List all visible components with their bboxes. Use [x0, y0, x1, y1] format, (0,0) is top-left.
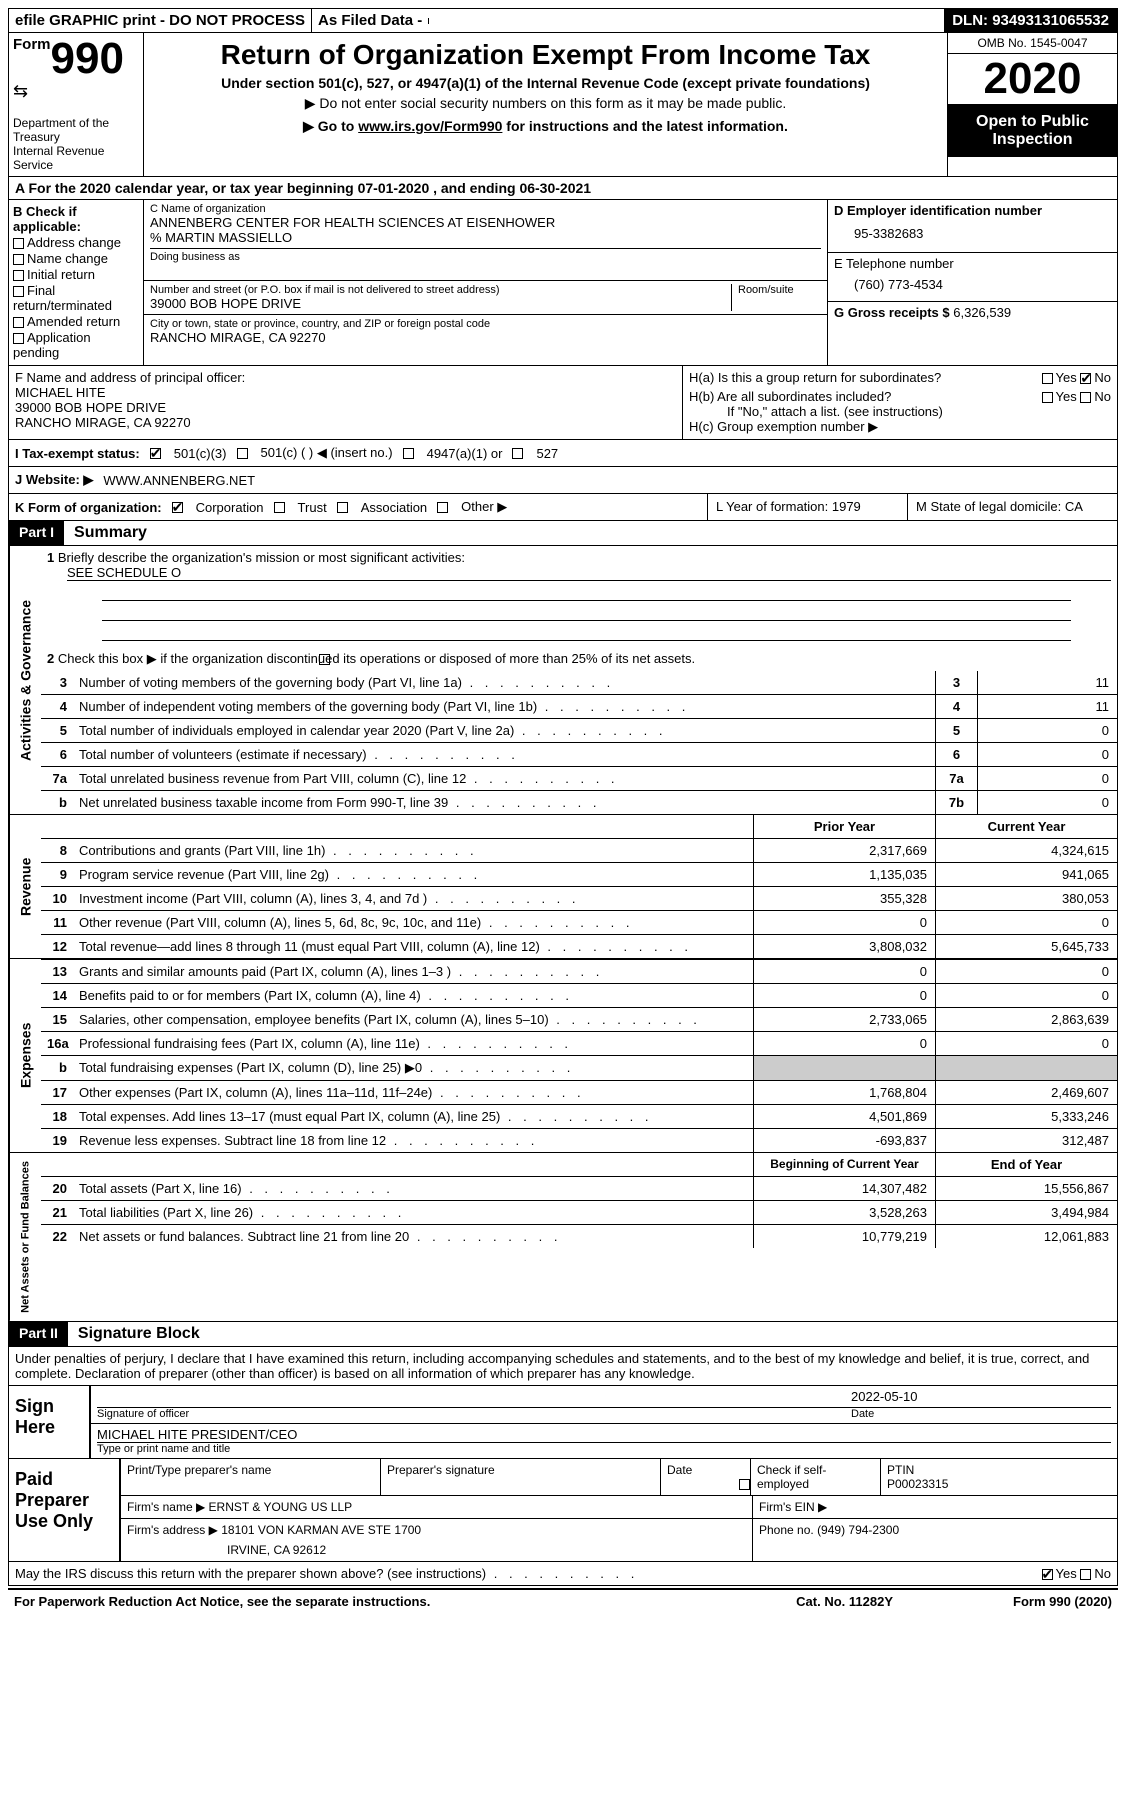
row-a: A For the 2020 calendar year, or tax yea… [8, 177, 1118, 200]
telephone: (760) 773-4534 [834, 271, 1111, 298]
checkbox-final-return-terminated[interactable]: Final return/terminated [13, 283, 139, 313]
dept-label: Department of the Treasury Internal Reve… [13, 116, 139, 172]
checkbox-address-change[interactable]: Address change [13, 235, 139, 250]
part2-header: Part II [9, 1322, 68, 1346]
paid-preparer-block: Paid Preparer Use Only Print/Type prepar… [8, 1459, 1118, 1562]
form-number: Form990 [13, 37, 139, 81]
summary-line: 16aProfessional fundraising fees (Part I… [41, 1031, 1117, 1055]
checkbox-name-change[interactable]: Name change [13, 251, 139, 266]
section-f-h: F Name and address of principal officer:… [8, 366, 1118, 440]
page-footer: For Paperwork Reduction Act Notice, see … [8, 1588, 1118, 1613]
top-bar: efile GRAPHIC print - DO NOT PROCESS As … [8, 8, 1118, 33]
form-title: Return of Organization Exempt From Incom… [150, 39, 941, 71]
summary-line: 13Grants and similar amounts paid (Part … [41, 959, 1117, 983]
summary-line: 11Other revenue (Part VIII, column (A), … [41, 910, 1117, 934]
form-header: Form990 ⇆ Department of the Treasury Int… [8, 33, 1118, 177]
summary-line: bNet unrelated business taxable income f… [41, 790, 1117, 814]
sign-here-block: Sign Here Signature of officer 2022-05-1… [8, 1386, 1118, 1459]
checkbox-initial-return[interactable]: Initial return [13, 267, 139, 282]
summary-line: bTotal fundraising expenses (Part IX, co… [41, 1055, 1117, 1080]
summary-line: 15Salaries, other compensation, employee… [41, 1007, 1117, 1031]
street: 39000 BOB HOPE DRIVE [150, 296, 731, 311]
governance-section: Activities & Governance 1 Briefly descri… [8, 546, 1118, 815]
row-i: I Tax-exempt status: 501(c)(3) 501(c) ( … [8, 440, 1118, 467]
dln-label: DLN: 93493131065532 [944, 9, 1117, 32]
summary-line: 10Investment income (Part VIII, column (… [41, 886, 1117, 910]
city: RANCHO MIRAGE, CA 92270 [150, 330, 821, 345]
summary-line: 14Benefits paid to or for members (Part … [41, 983, 1117, 1007]
summary-line: 8Contributions and grants (Part VIII, li… [41, 838, 1117, 862]
summary-line: 18Total expenses. Add lines 13–17 (must … [41, 1104, 1117, 1128]
tax-year: 2020 [948, 54, 1117, 105]
omb-number: OMB No. 1545-0047 [948, 33, 1117, 54]
checkbox-amended-return[interactable]: Amended return [13, 314, 139, 329]
asfiled-label: As Filed Data - [311, 9, 428, 32]
section-b-c-d: B Check if applicable: Address changeNam… [8, 200, 1118, 366]
declaration: Under penalties of perjury, I declare th… [8, 1347, 1118, 1386]
irs-link[interactable]: www.irs.gov/Form990 [358, 118, 502, 134]
summary-line: 6Total number of volunteers (estimate if… [41, 742, 1117, 766]
ein: 95-3382683 [834, 218, 1111, 249]
form-sub2: ▶ Do not enter social security numbers o… [150, 95, 941, 112]
summary-line: 4Number of independent voting members of… [41, 694, 1117, 718]
efile-label: efile GRAPHIC print - DO NOT PROCESS [9, 9, 311, 32]
summary-line: 12Total revenue—add lines 8 through 11 (… [41, 934, 1117, 958]
inspection-label: Open to Public Inspection [948, 105, 1117, 157]
summary-line: 20Total assets (Part X, line 16)14,307,4… [41, 1176, 1117, 1200]
form-sub: Under section 501(c), 527, or 4947(a)(1)… [150, 75, 941, 91]
gross-receipts: 6,326,539 [953, 305, 1011, 320]
summary-line: 9Program service revenue (Part VIII, lin… [41, 862, 1117, 886]
summary-line: 3Number of voting members of the governi… [41, 671, 1117, 694]
officer-name: MICHAEL HITE PRESIDENT/CEO [97, 1427, 1111, 1442]
row-j: J Website: ▶ WWW.ANNENBERG.NET [8, 467, 1118, 494]
expenses-section: Expenses 13Grants and similar amounts pa… [8, 959, 1118, 1153]
summary-line: 21Total liabilities (Part X, line 26)3,5… [41, 1200, 1117, 1224]
summary-line: 17Other expenses (Part IX, column (A), l… [41, 1080, 1117, 1104]
revenue-section: Revenue Prior YearCurrent Year 8Contribu… [8, 815, 1118, 959]
summary-line: 5Total number of individuals employed in… [41, 718, 1117, 742]
part1-header: Part I [9, 521, 64, 545]
summary-line: 22Net assets or fund balances. Subtract … [41, 1224, 1117, 1248]
org-name: ANNENBERG CENTER FOR HEALTH SCIENCES AT … [150, 215, 821, 230]
checkbox-application-pending[interactable]: Application pending [13, 330, 139, 360]
website: WWW.ANNENBERG.NET [103, 473, 255, 488]
summary-line: 7aTotal unrelated business revenue from … [41, 766, 1117, 790]
net-assets-section: Net Assets or Fund Balances Beginning of… [8, 1153, 1118, 1322]
summary-line: 19Revenue less expenses. Subtract line 1… [41, 1128, 1117, 1152]
